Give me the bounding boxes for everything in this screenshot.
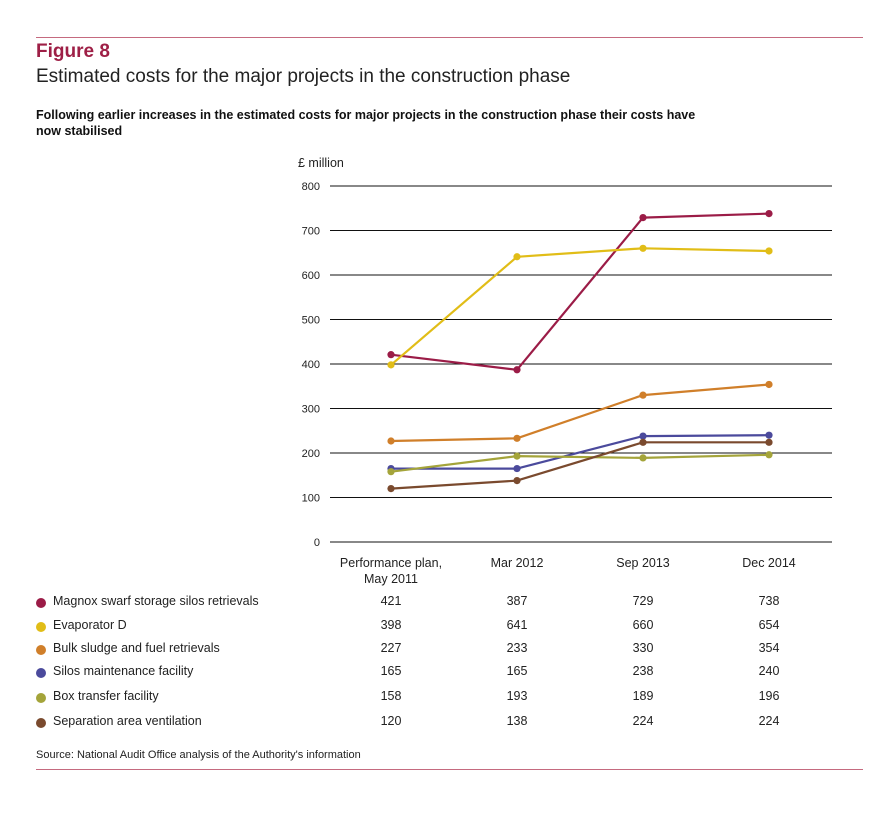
y-tick-label: 300 [302,404,320,416]
y-axis-label: £ million [298,156,344,170]
y-tick-label: 500 [302,315,320,327]
y-tick-label: 800 [302,181,320,193]
data-point [639,438,647,446]
data-point [765,380,773,389]
y-tick-label: 400 [302,359,320,371]
data-point [513,434,521,442]
data-point [765,438,773,446]
data-point [639,454,647,462]
series-line [390,383,770,443]
data-point [513,366,521,374]
top-rule [36,37,863,38]
y-tick-label: 700 [302,226,320,238]
x-tick-label: Mar 2012 [491,556,544,570]
series-line [390,247,770,366]
figure-subtitle: Following earlier increases in the estim… [36,108,696,138]
figure-label: Figure 8 [36,41,110,62]
x-tick-label: Performance plan, [340,556,442,570]
source-note: Source: National Audit Office analysis o… [36,749,361,761]
data-point [513,476,521,485]
data-point [387,468,395,476]
y-tick-label: 100 [302,493,320,505]
series-line [390,212,770,371]
y-tick-label: 600 [302,270,320,282]
data-point [765,451,773,459]
data-point [639,213,647,222]
data-point [765,209,773,218]
data-point [513,452,521,460]
data-point [513,464,521,473]
x-tick-label: Sep 2013 [616,556,670,570]
x-tick-label: Dec 2014 [742,556,796,570]
series-line [390,441,769,490]
y-tick-label: 0 [314,537,320,549]
data-point [387,361,395,369]
x-tick-label: May 2011 [364,572,418,586]
data-point [639,432,647,440]
data-point [639,244,647,252]
data-point [639,391,647,399]
data-point [387,437,395,445]
series-line [391,434,770,470]
bottom-rule [36,769,863,770]
y-tick-label: 200 [302,448,320,460]
data-point [513,253,521,261]
data-point [765,247,773,255]
series-line [390,453,770,473]
data-point [765,431,773,439]
data-point [387,485,395,493]
data-point [387,351,395,359]
figure-title: Estimated costs for the major projects i… [36,66,571,87]
